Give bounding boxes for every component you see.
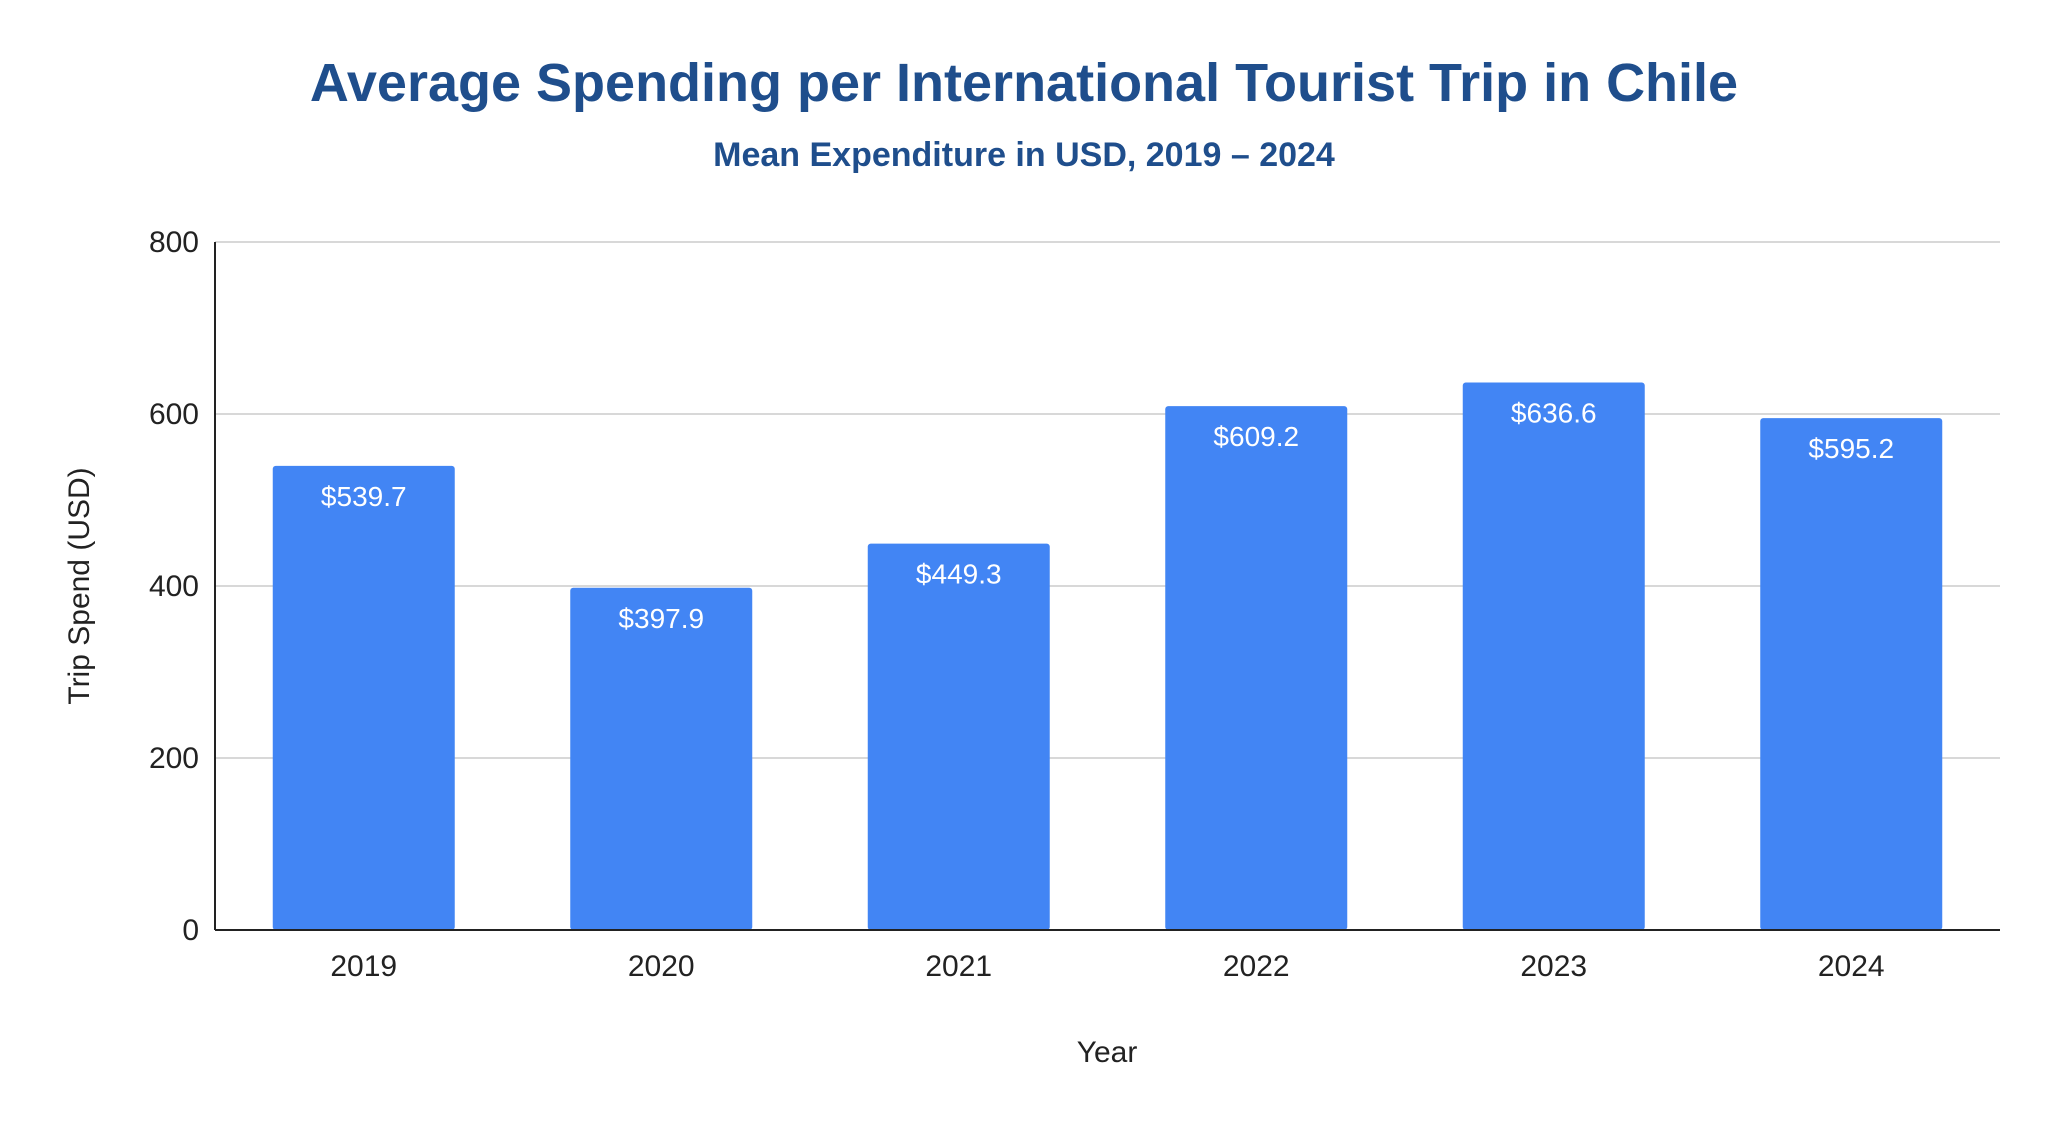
x-tick-label-2023: 2023 <box>1520 950 1587 983</box>
data-label-2021: $449.3 <box>916 559 1002 590</box>
x-tick-label-2022: 2022 <box>1223 950 1290 983</box>
data-labels: $539.7 $397.9 $449.3 $609.2 $636.6 $595.2 <box>321 398 1894 634</box>
y-axis-ticks: 0 200 400 600 800 <box>149 226 199 947</box>
data-label-2023: $636.6 <box>1511 398 1597 429</box>
bar-2024 <box>1760 418 1943 930</box>
chart-title: Average Spending per International Touri… <box>309 53 1739 113</box>
data-label-2022: $609.2 <box>1213 421 1299 452</box>
data-label-2020: $397.9 <box>618 603 704 634</box>
bar-2021 <box>867 543 1050 930</box>
x-axis-title: Year <box>1077 1036 1138 1069</box>
y-tick-label: 0 <box>182 914 199 947</box>
bar-2023 <box>1462 382 1645 930</box>
x-axis-ticks: 2019 2020 2021 2022 2023 2024 <box>330 950 1884 983</box>
chart-subtitle: Mean Expenditure in USD, 2019 – 2024 <box>713 136 1335 174</box>
bar-2019 <box>272 465 455 930</box>
data-label-2024: $595.2 <box>1808 433 1894 464</box>
bars <box>272 382 1943 930</box>
x-tick-label-2020: 2020 <box>628 950 695 983</box>
y-tick-label: 400 <box>149 570 199 603</box>
x-tick-label-2019: 2019 <box>330 950 397 983</box>
gridlines <box>215 241 2000 759</box>
bar-2022 <box>1165 406 1348 930</box>
bar-2020 <box>570 587 753 930</box>
x-tick-label-2024: 2024 <box>1818 950 1885 983</box>
y-tick-label: 600 <box>149 398 199 431</box>
y-axis-title: Trip Spend (USD) <box>63 467 96 704</box>
y-tick-label: 200 <box>149 742 199 775</box>
data-label-2019: $539.7 <box>321 481 407 512</box>
x-tick-label-2021: 2021 <box>925 950 992 983</box>
y-tick-label: 800 <box>149 226 199 259</box>
